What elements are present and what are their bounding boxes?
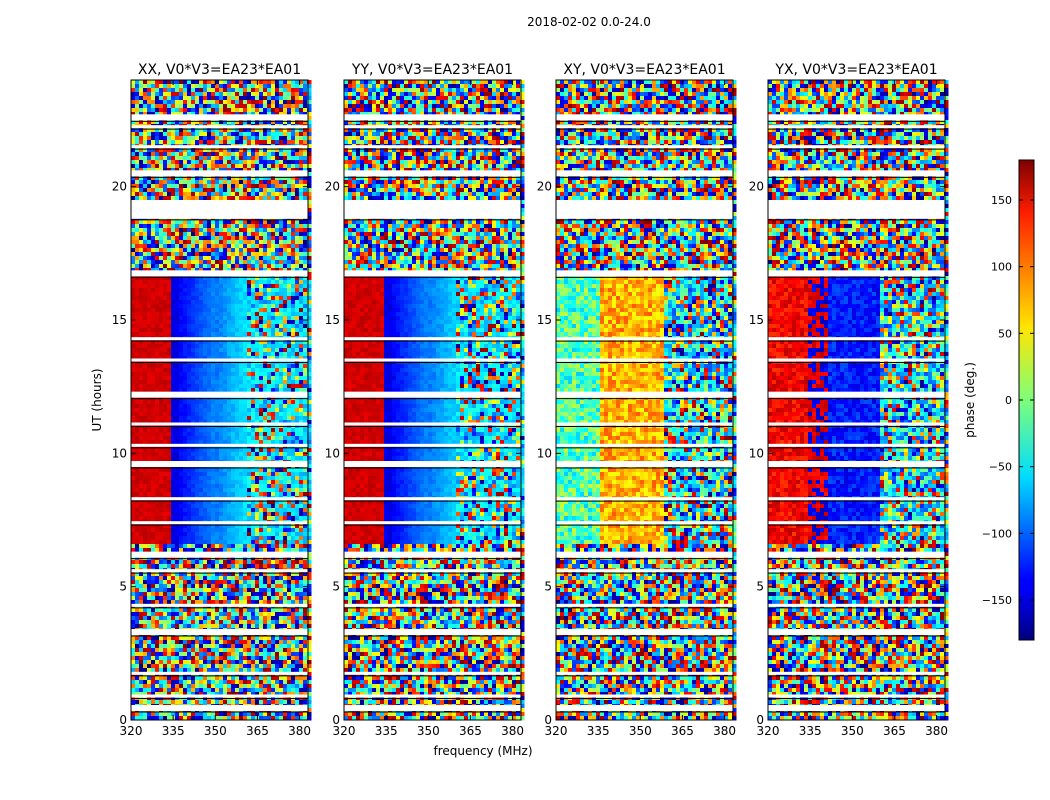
y-tick-label: 0: [544, 713, 552, 727]
y-tick-label: 0: [119, 713, 127, 727]
figure-suptitle: 2018-02-02 0.0-24.0: [527, 15, 651, 29]
x-axis-label: frequency (MHz): [433, 744, 532, 758]
y-tick-label: 10: [112, 446, 127, 460]
phase-waterfall-figure: 2018-02-02 0.0-24.0 XX, V0*V3=EA23*EA01 3…: [0, 0, 1050, 800]
y-tick-label: 15: [749, 313, 764, 327]
colorbar-tick-label: 100: [991, 261, 1012, 274]
colorbar-tick-label: 50: [998, 327, 1012, 340]
colorbar-tick-label: 0: [1005, 394, 1012, 407]
y-tick-label: 10: [749, 446, 764, 460]
x-tick-label: 350: [417, 724, 440, 738]
y-tick-label: 10: [537, 446, 552, 460]
y-tick-label: 20: [112, 180, 127, 194]
y-tick-label: 15: [112, 313, 127, 327]
x-tick-label: 350: [629, 724, 652, 738]
colorbar-tick-label: −100: [982, 527, 1012, 540]
colorbar-tick-label: −150: [982, 594, 1012, 607]
x-tick-label: 335: [162, 724, 185, 738]
x-tick-label: 365: [883, 724, 906, 738]
x-tick-label: 380: [925, 724, 948, 738]
x-tick-label: 335: [799, 724, 822, 738]
x-tick-label: 365: [671, 724, 694, 738]
panel-title: YX, V0*V3=EA23*EA01: [774, 62, 937, 78]
y-tick-label: 0: [756, 713, 764, 727]
x-tick-label: 350: [841, 724, 864, 738]
x-tick-label: 380: [288, 724, 311, 738]
y-axis-label: UT (hours): [90, 368, 104, 431]
y-tick-label: 10: [325, 446, 340, 460]
x-tick-label: 380: [501, 724, 524, 738]
y-tick-label: 5: [756, 580, 764, 594]
colorbar-tick-label: −50: [989, 461, 1012, 474]
y-tick-label: 15: [537, 313, 552, 327]
colorbar: −150 −100 −50 0 50 100 150 phase (deg.): [963, 160, 1034, 640]
x-tick-label: 350: [204, 724, 227, 738]
panel-title: XX, V0*V3=EA23*EA01: [138, 62, 301, 78]
y-tick-label: 20: [749, 180, 764, 194]
x-tick-label: 335: [587, 724, 610, 738]
x-tick-label: 365: [246, 724, 269, 738]
y-tick-label: 0: [332, 713, 340, 727]
colorbar-tick-label: 150: [991, 194, 1012, 207]
panel-title: XY, V0*V3=EA23*EA01: [563, 62, 725, 78]
y-tick-label: 20: [537, 180, 552, 194]
colorbar-label: phase (deg.): [963, 362, 977, 438]
x-tick-label: 365: [459, 724, 482, 738]
x-tick-label: 335: [375, 724, 398, 738]
x-tick-label: 380: [713, 724, 736, 738]
y-tick-label: 5: [544, 580, 552, 594]
panel-title: YY, V0*V3=EA23*EA01: [351, 62, 513, 78]
y-tick-label: 15: [325, 313, 340, 327]
y-tick-label: 5: [332, 580, 340, 594]
y-tick-label: 5: [119, 580, 127, 594]
y-tick-label: 20: [325, 180, 340, 194]
